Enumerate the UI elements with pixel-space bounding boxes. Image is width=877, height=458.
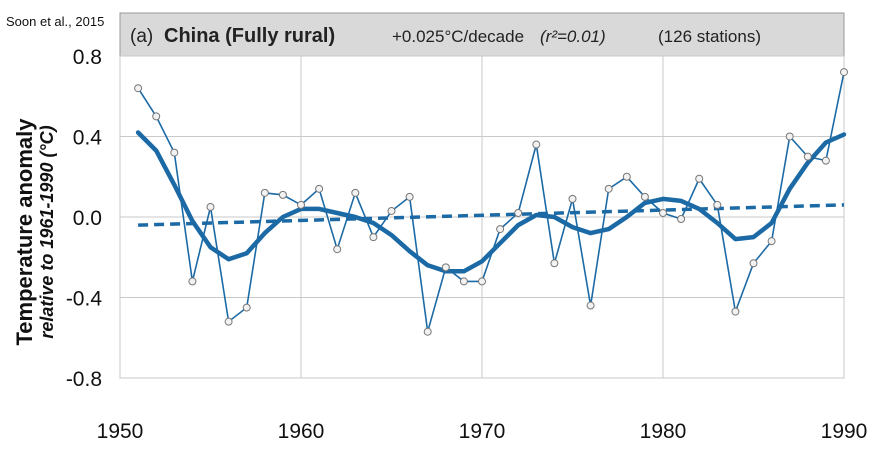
- annual-point: [568, 194, 577, 203]
- y-axis-label: Temperature anomaly: [12, 118, 37, 346]
- y-tick-label: 0.0: [73, 207, 102, 230]
- annual-point: [532, 140, 541, 149]
- annual-point: [369, 233, 378, 242]
- annual-point: [297, 200, 305, 209]
- x-tick-label: 1960: [278, 420, 325, 443]
- annual-point: [134, 84, 143, 93]
- annual-point: [677, 215, 686, 224]
- annual-point: [242, 303, 251, 312]
- annual-point: [622, 172, 631, 181]
- annual-point: [785, 132, 794, 141]
- trend-text: +0.025°C/decade: [392, 27, 524, 46]
- chart-title: China (Fully rural): [164, 25, 335, 47]
- x-tick-label: 1970: [459, 420, 506, 443]
- annual-point: [586, 301, 595, 310]
- y-tick-label: 0.8: [73, 46, 102, 69]
- annual-point: [695, 174, 704, 183]
- x-tick-label: 1980: [640, 420, 687, 443]
- chart-header: [119, 12, 845, 57]
- annual-point: [514, 208, 523, 217]
- annual-point: [604, 184, 613, 193]
- annual-point: [188, 277, 197, 286]
- annual-point: [659, 208, 667, 217]
- x-tick-label: 1950: [97, 420, 144, 443]
- x-axis-ticks: 1950 1960 1970 1980 1990: [97, 420, 868, 443]
- annual-point: [351, 188, 360, 197]
- annual-point: [441, 263, 450, 272]
- y-tick-label: -0.4: [66, 288, 103, 311]
- annual-point: [423, 327, 432, 336]
- annual-point: [387, 206, 396, 215]
- annual-point: [749, 259, 758, 268]
- annual-point: [731, 307, 740, 316]
- annual-point: [170, 148, 179, 157]
- series-group: [134, 68, 848, 336]
- annual-point: [803, 152, 812, 161]
- smoothed-line: [135, 130, 847, 274]
- y-axis-sublabel: relative to 1961-1990 (°C): [37, 125, 57, 338]
- trend-line: [138, 203, 845, 227]
- annual-point: [224, 317, 233, 326]
- y-axis-ticks: 0.8 0.4 0.0 -0.4 -0.8: [66, 46, 103, 391]
- x-tick-label: 1990: [821, 420, 868, 443]
- y-tick-label: 0.4: [73, 127, 103, 150]
- annual-point: [333, 245, 342, 254]
- stations-text: (126 stations): [658, 27, 761, 46]
- annual-point: [840, 68, 848, 77]
- source-label: Soon et al., 2015: [6, 14, 105, 29]
- annual-point: [496, 225, 505, 234]
- annual-point: [821, 156, 830, 165]
- annual-point: [713, 200, 722, 209]
- annual-point: [478, 277, 486, 286]
- annual-point: [767, 237, 776, 246]
- r2-text: (r²=0.01): [540, 27, 606, 46]
- annual-point: [640, 192, 649, 201]
- annual-point: [405, 192, 414, 201]
- y-tick-label: -0.8: [66, 368, 102, 391]
- panel-label: (a): [130, 26, 153, 47]
- annual-point: [152, 112, 161, 121]
- annual-point: [206, 202, 215, 211]
- annual-point: [278, 190, 287, 199]
- annual-point: [260, 188, 269, 197]
- annual-point: [315, 184, 324, 193]
- annual-point: [459, 277, 468, 286]
- annual-point: [550, 259, 559, 268]
